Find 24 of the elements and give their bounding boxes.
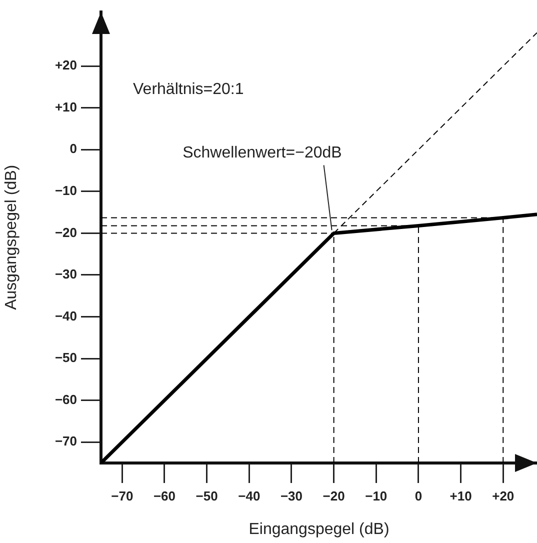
y-tick-label: −30 (54, 266, 77, 282)
y-tick-label: −20 (54, 224, 77, 240)
x-tick-label: −50 (196, 488, 218, 504)
x-tick-label: −10 (365, 488, 388, 504)
y-tick-label: +20 (54, 58, 77, 73)
y-tick-label: −40 (54, 308, 77, 324)
y-tick-label: +10 (54, 99, 77, 114)
x-axis-title: Eingangspegel (dB) (248, 520, 390, 538)
y-tick-label: 0 (70, 141, 77, 156)
x-tick-label: +20 (492, 488, 514, 504)
y-tick-label: −50 (54, 350, 77, 366)
annotation: Verhältnis=20:1 (133, 81, 244, 98)
x-tick-label: −60 (153, 488, 176, 504)
y-tick-label: −60 (54, 392, 77, 407)
x-tick-label: −70 (111, 488, 134, 504)
y-tick-label: −70 (54, 434, 77, 449)
y-tick-label: −10 (54, 183, 77, 198)
x-tick-label: 0 (414, 488, 422, 504)
annotation: Schwellenwert=−20dB (182, 144, 342, 162)
x-tick-label: +10 (450, 488, 472, 504)
x-tick-label: −30 (280, 488, 303, 504)
y-axis-title: Ausgangspegel (dB) (3, 164, 20, 310)
x-tick-label: −20 (322, 488, 345, 504)
x-tick-label: −40 (238, 488, 260, 504)
